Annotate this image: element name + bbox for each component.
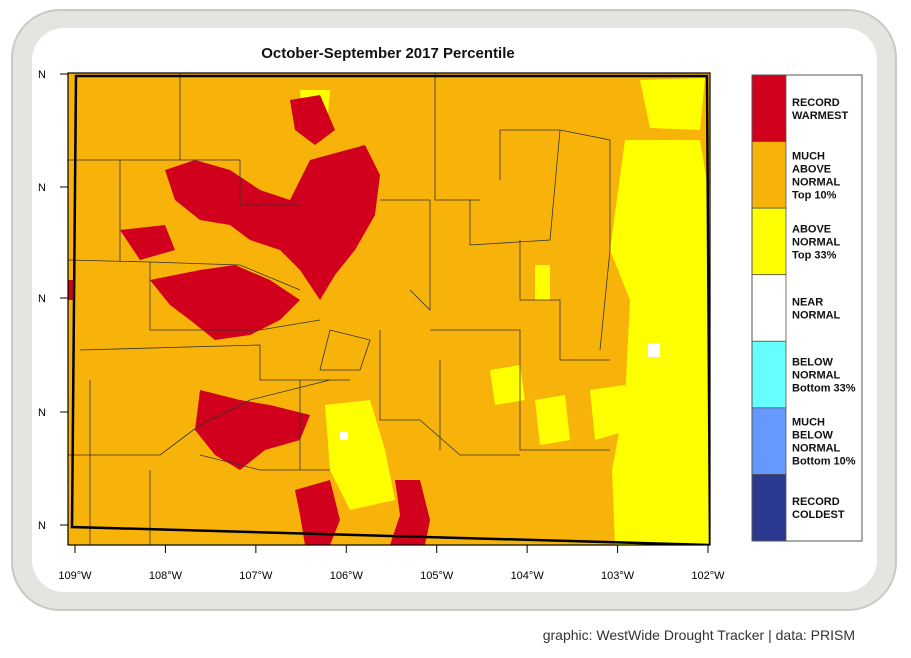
legend-label: NEAR xyxy=(792,297,823,309)
legend-swatch xyxy=(751,74,787,142)
legend-label: NORMAL xyxy=(792,370,841,382)
legend-label: NORMAL xyxy=(792,176,841,188)
legend-label: NORMAL xyxy=(792,443,841,455)
lon-label: 107°W xyxy=(239,570,273,582)
record-warmest-areas xyxy=(68,95,430,545)
lat-label: N xyxy=(38,407,46,419)
lon-label: 104°W xyxy=(511,570,545,582)
legend-label: RECORD xyxy=(792,496,840,508)
above-normal-areas xyxy=(300,78,710,545)
lon-axis: 109°W 108°W 107°W 106°W 105°W 104°W 103°W 102°W xyxy=(58,545,725,582)
lon-label: 106°W xyxy=(330,570,364,582)
lat-label: N xyxy=(38,182,46,194)
lat-label: N xyxy=(38,520,46,532)
map-title: October-September 2017 Percentile xyxy=(261,45,514,62)
credit: graphic: WestWide Drought Tracker | data… xyxy=(543,627,855,643)
lat-label: N xyxy=(38,293,46,305)
legend-swatch xyxy=(751,207,787,276)
lon-label: 109°W xyxy=(58,570,92,582)
county-lines xyxy=(68,73,611,545)
legend-swatch xyxy=(751,340,787,409)
legend-swatch xyxy=(751,407,787,475)
legend-label: BELOW xyxy=(792,430,834,442)
legend-label: BELOW xyxy=(792,357,834,369)
legend-swatch xyxy=(751,274,787,342)
legend-label: NORMAL xyxy=(792,310,841,322)
legend-label: Top 10% xyxy=(792,189,837,201)
legend-label: MUCH xyxy=(792,417,825,429)
legend-label: COLDEST xyxy=(792,509,845,521)
lat-axis: N N N N N xyxy=(38,69,68,532)
lat-label: N xyxy=(38,69,46,81)
legend-label: Top 33% xyxy=(792,249,837,261)
legend-label: WARMEST xyxy=(792,110,849,122)
near-normal-areas xyxy=(340,343,660,440)
legend-label: NORMAL xyxy=(792,236,841,248)
lon-label: 103°W xyxy=(601,570,635,582)
lon-label: 102°W xyxy=(691,570,725,582)
legend-label: ABOVE xyxy=(792,163,831,175)
legend-label: Bottom 33% xyxy=(792,383,856,395)
lon-label: 105°W xyxy=(420,570,454,582)
legend-swatch xyxy=(751,141,787,209)
legend-swatch xyxy=(751,474,787,542)
map xyxy=(68,73,710,545)
legend-border xyxy=(751,74,863,542)
legend-label: MUCH xyxy=(792,150,825,162)
legend-label: ABOVE xyxy=(792,223,831,235)
legend-label: Bottom 10% xyxy=(792,456,856,468)
legend-label: RECORD xyxy=(792,97,840,109)
state-border xyxy=(70,74,710,545)
lon-label: 108°W xyxy=(149,570,183,582)
map-border xyxy=(67,72,711,546)
